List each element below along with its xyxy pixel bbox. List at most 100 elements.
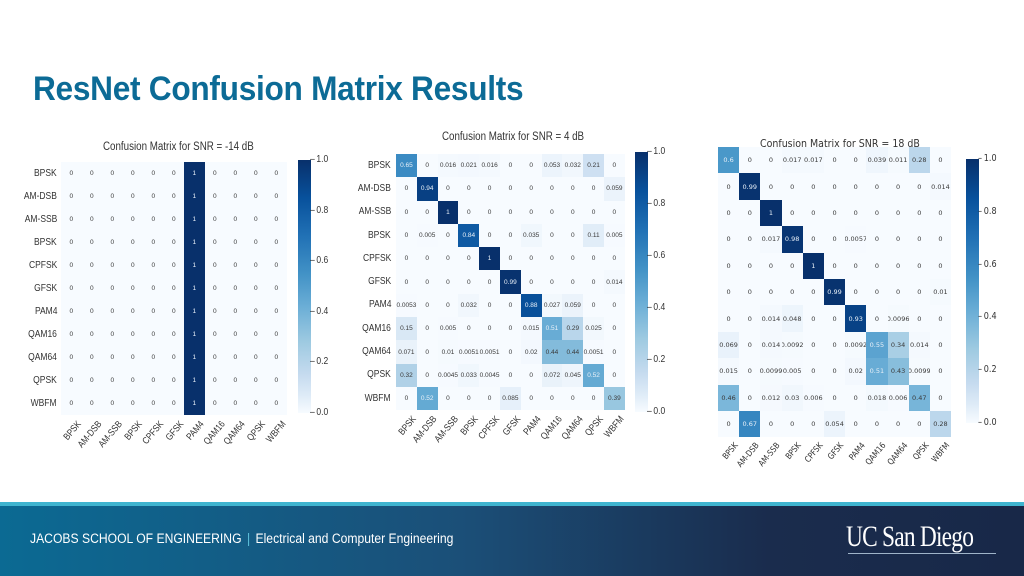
matrix-cell: 0 xyxy=(562,247,584,271)
matrix-cell: 0 xyxy=(541,386,563,411)
matrix-cell: 0 xyxy=(479,177,500,201)
matrix-cell: 0 xyxy=(122,277,143,300)
y-axis-label: BPSK xyxy=(368,229,391,241)
matrix-cell: 0 xyxy=(143,392,164,415)
matrix-cell: 0 xyxy=(499,177,521,201)
matrix-cell: 0.52 xyxy=(416,386,438,411)
matrix-cell: 0 xyxy=(102,162,123,185)
matrix-cell: 0 xyxy=(541,270,563,294)
matrix-cell: 0.0053 xyxy=(396,293,417,318)
matrix-cell: 0 xyxy=(102,369,123,392)
colorbar-tick: 1.0 xyxy=(310,154,328,165)
colorbar-tick: 0.0 xyxy=(310,407,328,418)
matrix-cell: 0 xyxy=(760,278,782,306)
matrix-cell: 0 xyxy=(887,252,909,279)
matrix-cell: 0 xyxy=(102,208,123,231)
matrix-cell: 0.47 xyxy=(908,384,930,411)
matrix-cell: 0 xyxy=(61,277,82,300)
matrix-cell: 0 xyxy=(866,199,888,227)
matrix-cell: 0 xyxy=(225,346,246,369)
matrix-cell: 0 xyxy=(520,386,542,411)
matrix-cell: 0 xyxy=(908,252,930,279)
matrix-cell: 0 xyxy=(520,200,542,224)
matrix-cell: 0 xyxy=(739,278,761,306)
matrix-cell: 1 xyxy=(184,369,205,392)
matrix-cell: 0.0045 xyxy=(479,363,500,387)
y-axis-label: WBFM xyxy=(365,392,391,404)
matrix-cell: 0 xyxy=(61,162,82,185)
colorbar xyxy=(635,152,648,412)
matrix-cell: 0.51 xyxy=(541,317,563,341)
y-axis-label: GFSK xyxy=(367,276,391,288)
matrix-cell: 0.98 xyxy=(781,226,803,253)
matrix-cell: 0 xyxy=(583,386,604,411)
matrix-cell: 0.069 xyxy=(718,331,740,359)
matrix-cell: 0 xyxy=(908,199,930,227)
matrix-cell: 0 xyxy=(163,185,184,208)
matrix-cell: 0 xyxy=(437,177,459,201)
matrix-cell: 0.0051 xyxy=(458,340,480,364)
matrix-cell: 0 xyxy=(143,208,164,231)
matrix-cell: 0 xyxy=(437,386,459,411)
matrix-cell: 0 xyxy=(81,185,102,208)
matrix-cell: 0.0045 xyxy=(437,363,459,387)
matrix-cell: 0.11 xyxy=(583,223,604,248)
matrix-cell: 0 xyxy=(739,147,761,174)
matrix-cell: 0 xyxy=(204,185,225,208)
matrix-cell: 0 xyxy=(81,231,102,254)
matrix-cell: 0 xyxy=(163,162,184,185)
matrix-cell: 0 xyxy=(802,305,824,332)
y-axis-label: QAM16 xyxy=(28,328,57,340)
chart-title: Confusion Matrix for SNR = -14 dB xyxy=(103,141,254,153)
matrix-cell: 0 xyxy=(458,270,480,294)
y-axis-label: AM-SSB xyxy=(24,213,57,225)
matrix-cell: 0 xyxy=(245,369,266,392)
y-axis-label: BPSK xyxy=(34,236,57,248)
matrix-cell: 0 xyxy=(887,199,909,227)
matrix-cell: 1 xyxy=(184,231,205,254)
matrix-cell: 0 xyxy=(739,331,761,359)
matrix-cell: 0 xyxy=(760,410,782,438)
matrix-cell: 0 xyxy=(929,384,952,411)
matrix-cell: 1 xyxy=(184,300,205,323)
matrix-cell: 0 xyxy=(583,177,604,201)
matrix-cell: 1 xyxy=(184,323,205,346)
matrix-cell: 0.02 xyxy=(845,358,867,385)
matrix-cell: 0 xyxy=(245,300,266,323)
matrix-cell: 0 xyxy=(266,346,287,369)
matrix-cell: 0 xyxy=(143,277,164,300)
matrix-cell: 0 xyxy=(416,247,438,271)
matrix-cell: 0 xyxy=(122,162,143,185)
matrix-cell: 0 xyxy=(245,254,266,277)
y-axis-label: BPSK xyxy=(34,167,57,179)
y-axis-label: QAM64 xyxy=(362,346,391,358)
matrix-cell: 0 xyxy=(845,199,867,227)
matrix-cell: 0 xyxy=(520,270,542,294)
matrix-cell: 1 xyxy=(479,247,500,271)
colorbar-tick: 0.8 xyxy=(310,205,328,216)
matrix-cell: 0 xyxy=(245,208,266,231)
matrix-cell: 0 xyxy=(61,346,82,369)
matrix-cell: 0 xyxy=(781,252,803,279)
matrix-cell: 0 xyxy=(61,369,82,392)
matrix-cell: 0 xyxy=(204,392,225,415)
matrix-cell: 0 xyxy=(143,323,164,346)
colorbar-tick: 0.6 xyxy=(978,259,997,270)
matrix-cell: 0 xyxy=(266,323,287,346)
matrix-cell: 0 xyxy=(562,386,584,411)
matrix-cell: 0 xyxy=(204,346,225,369)
matrix-cell: 0 xyxy=(802,173,824,200)
matrix-cell: 0.0099 xyxy=(908,358,930,385)
matrix-cell: 0 xyxy=(416,270,438,294)
matrix-cell: 0 xyxy=(823,199,846,227)
matrix-cell: 0 xyxy=(163,231,184,254)
matrix-cell: 0 xyxy=(61,300,82,323)
colorbar-tick: 0.6 xyxy=(310,255,328,266)
matrix-cell: 0.88 xyxy=(520,293,542,318)
matrix-cell: 0 xyxy=(908,410,930,438)
matrix-cell: 0.032 xyxy=(562,154,584,178)
matrix-cell: 0 xyxy=(739,305,761,332)
matrix-cell: 0 xyxy=(102,300,123,323)
matrix-cell: 0 xyxy=(81,300,102,323)
matrix-cell: 0 xyxy=(908,173,930,200)
